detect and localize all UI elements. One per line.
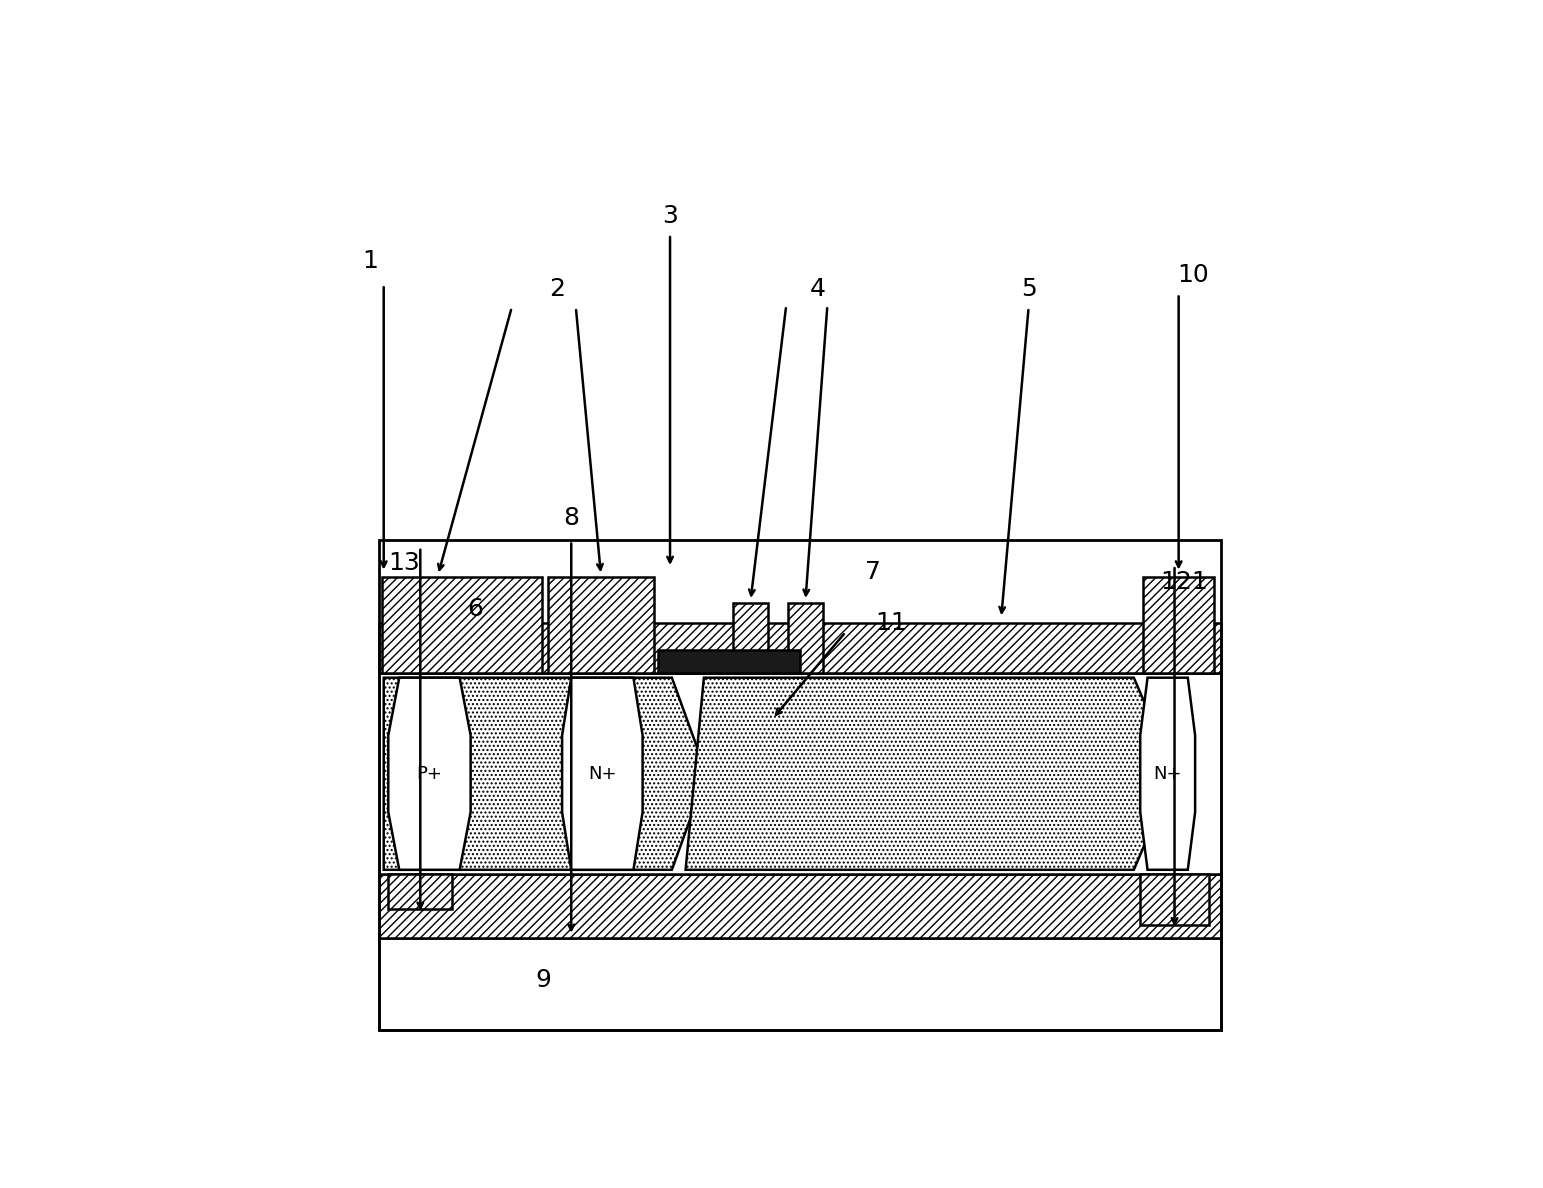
- Bar: [380, 939, 1221, 1030]
- Bar: [380, 874, 1221, 939]
- Bar: [389, 874, 452, 909]
- Text: 1: 1: [363, 249, 378, 273]
- Text: 11: 11: [875, 611, 907, 634]
- Text: P+: P+: [417, 765, 443, 783]
- Bar: [380, 674, 1221, 874]
- Text: 2: 2: [549, 277, 566, 301]
- Polygon shape: [384, 677, 707, 870]
- Bar: [548, 577, 654, 674]
- Text: 5: 5: [1021, 277, 1037, 301]
- Text: 9: 9: [535, 967, 552, 992]
- Polygon shape: [562, 677, 642, 870]
- Bar: [788, 602, 822, 674]
- Text: 13: 13: [387, 551, 420, 575]
- Text: 7: 7: [866, 561, 881, 584]
- Bar: [659, 650, 799, 674]
- Polygon shape: [1140, 677, 1196, 870]
- Text: 4: 4: [810, 277, 826, 301]
- Text: N+: N+: [1154, 765, 1182, 783]
- Bar: [1140, 874, 1208, 924]
- Text: N+: N+: [588, 765, 617, 783]
- Text: 10: 10: [1177, 264, 1210, 287]
- Bar: [733, 602, 768, 674]
- Bar: [380, 541, 1221, 1030]
- Text: 3: 3: [662, 203, 677, 228]
- Bar: [380, 623, 1221, 674]
- Bar: [1143, 577, 1214, 674]
- Text: 6: 6: [468, 598, 483, 621]
- Bar: [381, 577, 542, 674]
- Polygon shape: [685, 677, 1174, 870]
- Text: 8: 8: [563, 506, 579, 530]
- Polygon shape: [389, 677, 471, 870]
- Text: 121: 121: [1160, 569, 1208, 594]
